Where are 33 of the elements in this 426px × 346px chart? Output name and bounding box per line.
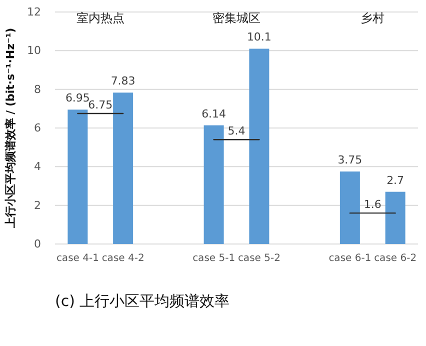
x-tick-label: case 5-2 xyxy=(238,253,280,264)
y-tick-label: 4 xyxy=(34,160,41,174)
data-label: 7.83 xyxy=(110,74,136,88)
x-tick-label: case 5-1 xyxy=(192,253,236,264)
x-tick-label: case 4-1 xyxy=(56,253,99,264)
bar xyxy=(68,110,88,244)
text: (c) 上行小区平均频谱效率 xyxy=(55,292,230,310)
y-tick-label: 0 xyxy=(34,238,41,251)
data-label: 3.75 xyxy=(338,154,362,166)
data-label: 10.1 xyxy=(246,30,272,44)
y-axis-title: 上行小区平均频谱效率 / (bit·s⁻¹·Hz⁻¹) xyxy=(4,28,17,230)
data-label: 6.14 xyxy=(202,107,226,120)
data-label: 1.6 xyxy=(364,198,382,212)
y-tick-label: 10 xyxy=(27,44,41,58)
x-tick-label: case 4-2 xyxy=(102,253,144,264)
data-label: 5.4 xyxy=(228,124,246,138)
annotation: 乡村 xyxy=(360,11,385,25)
data-label: 6.95 xyxy=(65,92,90,105)
bar xyxy=(340,172,360,244)
bar xyxy=(204,125,224,244)
annotation: 密集城区 xyxy=(212,11,260,25)
annotation: 室内热点 xyxy=(76,11,124,25)
bar xyxy=(113,92,134,244)
y-tick-label: 2 xyxy=(34,198,41,212)
bar xyxy=(249,48,270,244)
bar xyxy=(385,192,406,244)
x-tick-label: case 6-1 xyxy=(328,253,372,264)
data-label: 2.7 xyxy=(386,174,404,187)
x-tick-label: case 6-2 xyxy=(374,253,417,264)
y-tick-label: 6 xyxy=(34,122,41,135)
y-tick-label: 12 xyxy=(27,6,41,19)
data-label: 6.75 xyxy=(88,98,113,112)
y-tick-label: 8 xyxy=(34,82,41,96)
